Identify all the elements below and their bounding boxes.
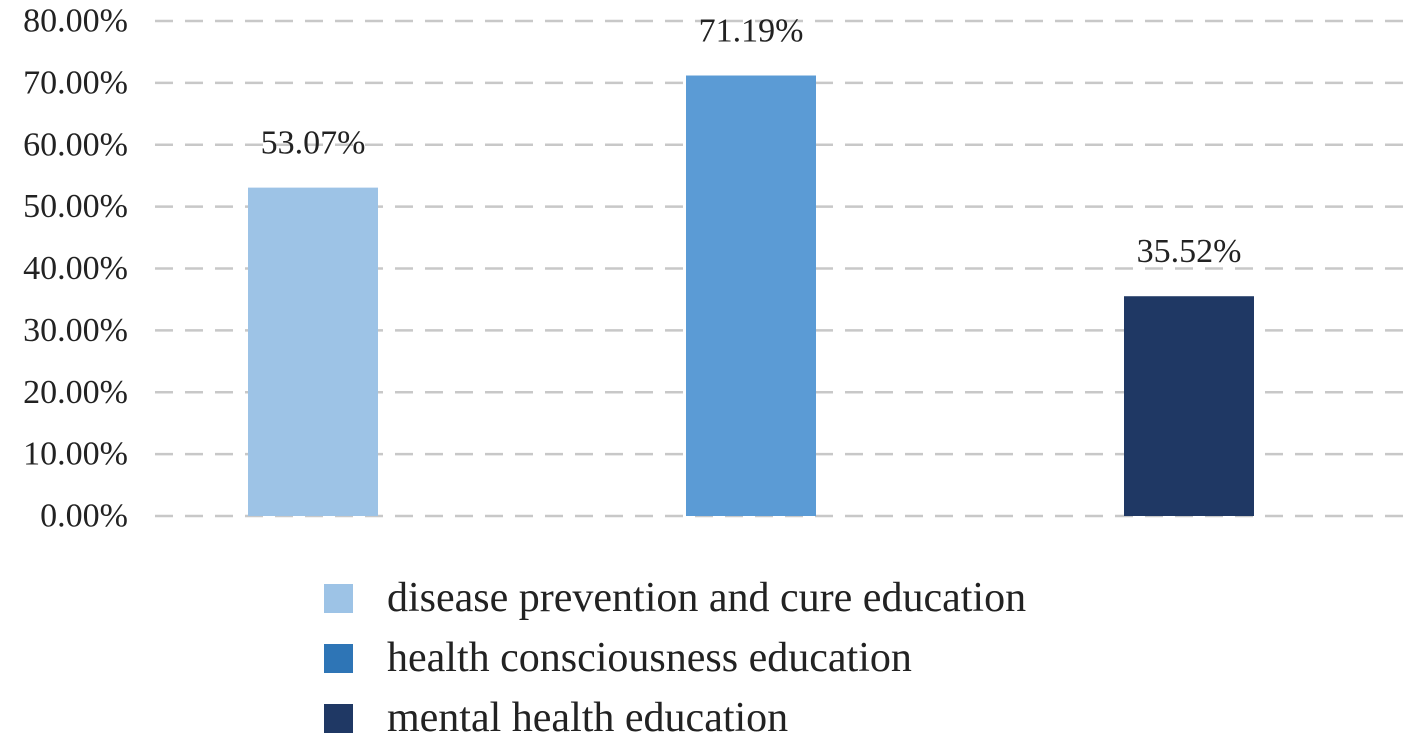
- legend-swatch: [324, 644, 353, 673]
- bar-2: [686, 75, 816, 516]
- legend-label: disease prevention and cure education: [387, 575, 1026, 621]
- y-tick-label: 10.00%: [23, 436, 128, 473]
- y-tick-label: 40.00%: [23, 250, 128, 287]
- bars: [248, 75, 1254, 516]
- data-label: 53.07%: [261, 125, 366, 162]
- legend-swatch: [324, 704, 353, 733]
- legend-label: mental health education: [387, 695, 788, 741]
- data-label: 35.52%: [1137, 233, 1242, 270]
- y-tick-label: 30.00%: [23, 312, 128, 349]
- legend-swatch: [324, 584, 353, 613]
- y-tick-label: 50.00%: [23, 188, 128, 225]
- y-tick-label: 0.00%: [40, 498, 128, 535]
- legend-label: health consciousness education: [387, 635, 912, 681]
- data-label: 71.19%: [699, 13, 804, 50]
- y-axis-ticks: 0.00% 10.00% 20.00% 30.00% 40.00% 50.00% 60.00…: [23, 3, 128, 535]
- y-tick-label: 20.00%: [23, 374, 128, 411]
- y-tick-label: 80.00%: [23, 3, 128, 40]
- bar-3: [1124, 296, 1254, 516]
- legend: disease prevention and cure education hea…: [324, 575, 1026, 741]
- bar-1: [248, 187, 378, 516]
- y-tick-label: 70.00%: [23, 64, 128, 101]
- data-labels: 53.07% 71.19% 35.52%: [261, 13, 1242, 271]
- y-tick-label: 60.00%: [23, 126, 128, 163]
